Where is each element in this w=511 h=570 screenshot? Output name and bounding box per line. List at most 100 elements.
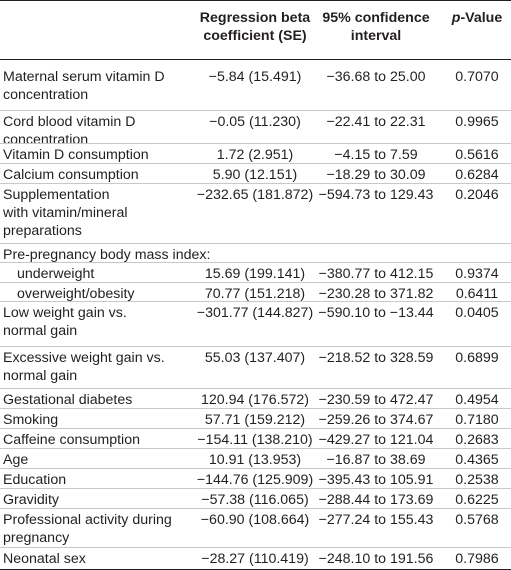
row-beta: 57.71 (159.212) — [204, 412, 306, 428]
row-label-line: concentration — [3, 87, 89, 103]
row-label-line: Neonatal sex — [3, 551, 86, 567]
row-label: Professional activity during pregnancy — [3, 511, 172, 547]
row-divider — [0, 408, 511, 409]
row-label-line: Smoking — [3, 412, 59, 428]
row-label-line: preparations — [3, 223, 82, 239]
row-beta: −57.38 (116.065) — [201, 492, 309, 508]
row-beta: −5.84 (15.491) — [208, 69, 302, 85]
row-label: Calcium consumption — [3, 166, 139, 184]
row-beta: −0.05 (11.230) — [209, 114, 301, 130]
row-label-line: Calcium consumption — [3, 167, 139, 183]
row-label: Supplementation with vitamin/mineral prepa… — [3, 186, 128, 240]
row-label: Pre-pregnancy body mass index: — [3, 246, 210, 264]
row-divider — [0, 143, 511, 144]
row-beta: 70.77 (151.218) — [204, 286, 306, 302]
row-label-line: Maternal serum vitamin D — [3, 69, 165, 85]
row-divider — [0, 428, 511, 429]
row-divider — [0, 163, 511, 164]
row-ci: −16.87 to 38.69 — [326, 452, 426, 468]
row-label-line: pregnancy — [3, 530, 70, 546]
header-p-italic: p — [451, 10, 461, 26]
header-rule — [0, 59, 511, 60]
row-ci: −429.27 to 121.04 — [318, 432, 434, 448]
row-beta: −154.11 (138.210) — [197, 432, 313, 448]
row-p-value: 0.7070 — [455, 69, 499, 85]
row-p-value: 0.2046 — [455, 187, 499, 203]
row-p-value: 0.9965 — [455, 114, 499, 130]
row-label: Education — [3, 471, 66, 489]
header-ci-line-1: 95% confidence — [322, 10, 430, 26]
row-p-value: 0.2683 — [455, 432, 499, 448]
row-label-line: with vitamin/mineral — [3, 205, 128, 221]
row-beta: −232.65 (181.872) — [196, 187, 314, 203]
row-label-line: Gravidity — [3, 492, 59, 508]
header-beta-line-2: coefficient (SE) — [203, 28, 307, 44]
row-ci: −18.29 to 30.09 — [326, 167, 426, 183]
row-label: Gestational diabetes — [3, 391, 132, 409]
row-beta: 1.72 (2.951) — [216, 147, 294, 163]
row-divider — [0, 346, 511, 347]
row-divider — [0, 448, 511, 449]
header-p-rest: -Value — [460, 10, 503, 26]
header-ci-line-2: interval — [350, 28, 402, 44]
row-divider — [0, 468, 511, 469]
row-p-value: 0.5616 — [455, 147, 499, 163]
row-label: Gravidity — [3, 491, 59, 509]
row-p-value: 0.6284 — [455, 167, 499, 183]
row-ci: −288.44 to 173.69 — [318, 492, 434, 508]
row-label: Caffeine consumption — [3, 431, 140, 449]
top-rule — [0, 0, 511, 1]
row-beta: −144.76 (125.909) — [196, 472, 314, 488]
row-ci: −248.10 to 191.56 — [318, 551, 434, 567]
row-p-value: 0.5768 — [455, 512, 499, 528]
row-beta: −301.77 (144.827) — [196, 305, 314, 321]
row-divider — [0, 488, 511, 489]
row-label-line: Age — [3, 452, 29, 468]
row-ci: −4.15 to 7.59 — [334, 147, 418, 163]
header-p-value: p-Value — [443, 9, 511, 27]
row-ci: −590.10 to −13.44 — [318, 305, 434, 321]
row-p-value: 0.0405 — [455, 305, 499, 321]
row-p-value: 0.6411 — [455, 286, 499, 302]
row-p-value: 0.7986 — [455, 551, 499, 567]
row-ci: −36.68 to 25.00 — [326, 69, 426, 85]
row-label: underweight — [17, 265, 94, 283]
row-beta: −28.27 (110.419) — [201, 551, 309, 567]
row-label: Cord blood vitamin D concentration — [3, 113, 135, 149]
row-beta: 120.94 (176.572) — [200, 392, 310, 408]
row-label-line: underweight — [17, 266, 95, 282]
row-p-value: 0.4365 — [455, 452, 499, 468]
row-ci: −277.24 to 155.43 — [318, 512, 434, 528]
row-label-line: Caffeine consumption — [3, 432, 140, 448]
row-ci: −259.26 to 374.67 — [318, 412, 434, 428]
row-beta: 5.90 (12.151) — [212, 167, 298, 183]
row-ci: −230.28 to 371.82 — [318, 286, 434, 302]
row-beta: 15.69 (199.141) — [204, 266, 306, 282]
row-label: Neonatal sex — [3, 550, 86, 568]
row-label-line: overweight/obesity — [17, 286, 135, 302]
row-ci: −395.43 to 105.91 — [318, 472, 434, 488]
row-divider — [0, 243, 511, 244]
row-ci: −230.59 to 472.47 — [318, 392, 434, 408]
row-p-value: 0.6899 — [455, 350, 499, 366]
row-divider — [0, 547, 511, 548]
row-ci: −380.77 to 412.15 — [318, 266, 434, 282]
row-label-line: Vitamin D consumption — [3, 147, 149, 163]
row-divider — [0, 110, 511, 111]
row-p-value: 0.2538 — [455, 472, 499, 488]
row-label-line: Pre-pregnancy body mass index: — [3, 247, 211, 263]
row-label-line: Professional activity during — [3, 512, 172, 528]
row-label: Vitamin D consumption — [3, 146, 149, 164]
row-ci: −218.52 to 328.59 — [318, 350, 434, 366]
row-p-value: 0.7180 — [455, 412, 499, 428]
row-label: Excessive weight gain vs. normal gain — [3, 349, 165, 385]
row-divider — [0, 262, 511, 263]
row-p-value: 0.4954 — [455, 392, 499, 408]
row-label: Low weight gain vs. normal gain — [3, 304, 127, 340]
row-divider — [0, 508, 511, 509]
row-label-line: Excessive weight gain vs. — [3, 350, 165, 366]
row-label-line: Education — [3, 472, 67, 488]
row-label-line: normal gain — [3, 368, 78, 384]
row-ci: −22.41 to 22.31 — [326, 114, 426, 130]
